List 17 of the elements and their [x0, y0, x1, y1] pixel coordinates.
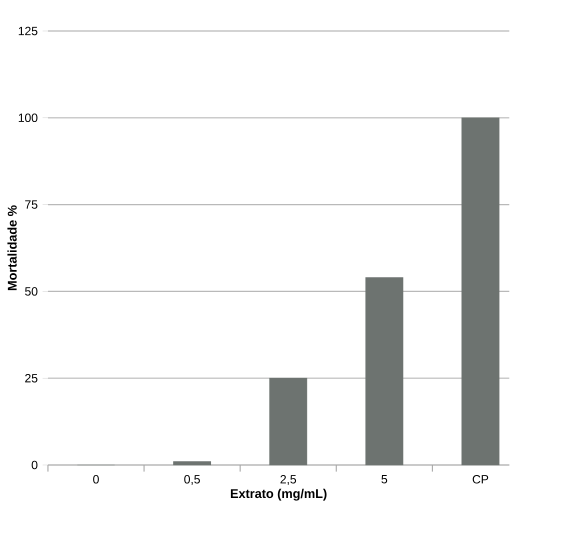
x-tick-label: 0,5	[184, 475, 200, 485]
x-axis-title: Extrato (mg/mL)	[230, 488, 327, 501]
x-tick-label: 2,5	[280, 475, 296, 485]
y-tick-label: 100	[18, 114, 38, 122]
bar	[269, 378, 308, 466]
y-tick-label: 125	[18, 26, 38, 36]
y-tick-label: 75	[25, 200, 38, 209]
y-tick-label: 0	[32, 460, 38, 470]
bar	[462, 118, 500, 466]
x-tick-label: 0	[93, 475, 99, 484]
bar	[173, 461, 212, 466]
bar	[365, 277, 404, 466]
x-tick-label: 5	[381, 475, 388, 484]
y-tick-label: 25	[25, 374, 38, 382]
x-tick-label: CP	[472, 475, 488, 484]
y-axis-title: Mortalidade %	[7, 205, 17, 290]
y-tick-label: 50	[25, 287, 38, 296]
